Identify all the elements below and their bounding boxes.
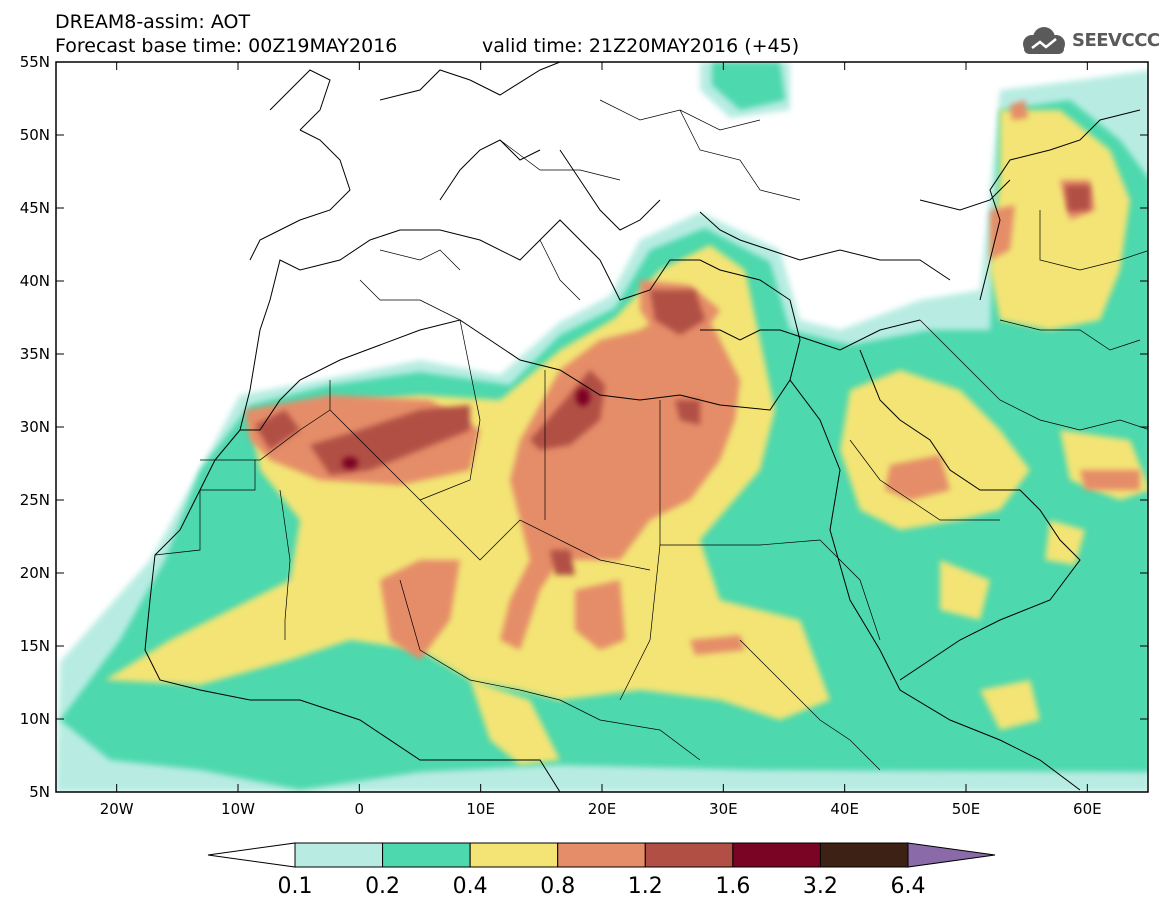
lon-tick-label: 20E: [588, 800, 617, 818]
lat-tick-label: 55N: [20, 53, 50, 71]
colorbar-segment: [382, 842, 471, 868]
lat-tick-label: 10N: [20, 710, 50, 728]
lat-tick-label: 50N: [20, 126, 50, 144]
lat-tick-label: 45N: [20, 199, 50, 217]
colorbar-label: 3.2: [802, 874, 838, 899]
aot-contours: [56, 62, 1148, 792]
colorbar-segment: [469, 842, 559, 868]
lon-tick-label: 60E: [1073, 800, 1102, 818]
lat-tick-label: 5N: [29, 783, 50, 801]
forecast-base-time: Forecast base time: 00Z19MAY2016: [55, 35, 398, 57]
lat-tick-label: 15N: [20, 637, 50, 655]
lon-tick-label: 0: [355, 800, 365, 818]
colorbar-segment: [294, 842, 384, 868]
lat-tick-label: 35N: [20, 345, 50, 363]
lat-tick-label: 40N: [20, 272, 50, 290]
colorbar-segment: [732, 842, 821, 868]
colorbar-low-arrow: [207, 842, 296, 868]
lat-tick-label: 25N: [20, 491, 50, 509]
cloud-icon: [1023, 27, 1065, 54]
colorbar-high-arrow: [907, 842, 996, 868]
lon-tick-label: 10E: [466, 800, 495, 818]
longitude-axis: 20W 10W 0 10E 20E 30E 40E 50E 60E: [100, 62, 1102, 818]
colorbar-label: 0.8: [540, 874, 576, 899]
lon-tick-label: 40E: [830, 800, 859, 818]
colorbar-label: 1.6: [715, 874, 751, 899]
logo-text: SEEVCCC: [1072, 30, 1160, 51]
valid-time: valid time: 21Z20MAY2016 (+45): [482, 35, 800, 57]
colorbar-label: 6.4: [890, 874, 926, 899]
colorbar-label: 0.2: [365, 874, 401, 899]
colorbar-label: 1.2: [627, 874, 663, 899]
latitude-axis: 5N 10N 15N 20N 25N 30N 35N 40N 45N 50N 55N: [20, 53, 1148, 801]
colorbar-segment: [644, 842, 734, 868]
map-title: DREAM8-assim: AOT: [55, 11, 251, 33]
lat-tick-label: 30N: [20, 418, 50, 436]
colorbar-label: 0.1: [277, 874, 313, 899]
colorbar-segment: [557, 842, 646, 868]
lon-tick-label: 20W: [100, 800, 134, 818]
colorbar: [207, 842, 996, 868]
lon-tick-label: 50E: [952, 800, 981, 818]
colorbar-segment: [819, 842, 909, 868]
lon-tick-label: 10W: [221, 800, 255, 818]
colorbar-label: 0.4: [452, 874, 488, 899]
lat-tick-label: 20N: [20, 564, 50, 582]
lon-tick-label: 30E: [709, 800, 738, 818]
